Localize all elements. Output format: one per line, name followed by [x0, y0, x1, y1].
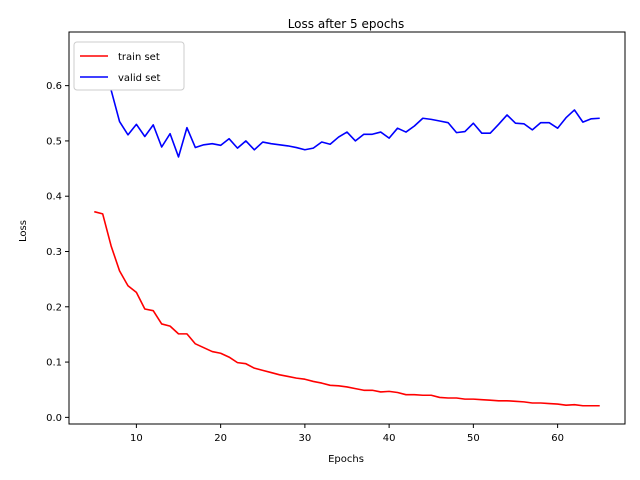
x-tick-label: 10 — [130, 433, 143, 444]
x-tick-label: 50 — [467, 433, 480, 444]
y-tick-label: 0.6 — [46, 81, 62, 92]
y-tick-label: 0.4 — [46, 192, 62, 203]
legend-label-valid-set: valid set — [118, 73, 160, 84]
chart-title: Loss after 5 epochs — [288, 17, 405, 31]
plot-area — [68, 31, 626, 425]
x-axis-label: Epochs — [328, 454, 364, 465]
series-line-valid-set — [93, 49, 600, 158]
y-axis: 0.0 0.1 0.2 0.3 0.4 0.5 0.6 — [46, 81, 69, 424]
x-axis: 10 20 30 40 50 60 — [130, 424, 564, 444]
series-layer — [93, 49, 600, 407]
x-tick-label: 20 — [214, 433, 227, 444]
x-tick-label: 30 — [299, 433, 312, 444]
y-tick-label: 0.5 — [46, 136, 62, 147]
x-tick-label: 40 — [383, 433, 396, 444]
y-tick-label: 0.2 — [46, 302, 62, 313]
legend: train set valid set — [73, 41, 185, 91]
x-tick-label: 60 — [551, 433, 564, 444]
y-tick-label: 0.1 — [46, 358, 62, 369]
y-tick-label: 0.3 — [46, 247, 62, 258]
y-axis-label: Loss — [18, 220, 29, 242]
legend-label-train-set: train set — [118, 52, 160, 63]
series-line-train-set — [94, 210, 600, 407]
y-tick-label: 0.0 — [46, 413, 62, 424]
legend-box — [73, 41, 185, 91]
